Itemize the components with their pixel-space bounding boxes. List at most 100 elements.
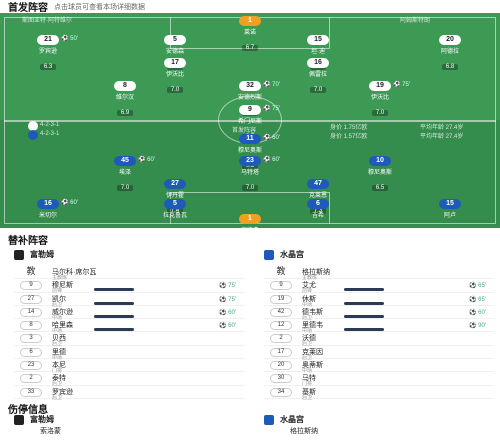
sub-event-icon: ⚽ 60' [263,135,280,141]
player-marker[interactable]: 6吉希6.9 [287,199,349,228]
coach-row[interactable]: 教 格拉斯纳 主教练 [264,266,494,281]
player-name: 佩雷拉 [308,72,327,78]
home-top-right: 阿姆斯特朗 [400,18,431,24]
sub-player-row[interactable]: 17 克莱因 后卫 [264,346,494,361]
rating-bar [94,288,134,292]
sub-player-row[interactable]: 2 泰特 后卫 [14,372,244,387]
sub-position: 后卫 [52,301,63,308]
away-injury-team-name: 水晶宫 [280,415,304,424]
sub-position: 主教练 [302,275,318,281]
player-marker[interactable]: 8 维尔汉 6.9 [94,81,156,119]
sub-event-icon: ⚽ 70' [263,82,280,88]
rating-bar [94,328,134,332]
player-marker[interactable]: 1 莱诺 6.7 [219,16,281,54]
player-number: 16 [307,58,329,68]
sub-name: 德韦斯 [302,308,323,316]
palace-badge-icon [264,249,274,260]
rating-bar [344,288,384,292]
sub-player-row[interactable]: 8 哈里森 中场 ⚽ 60' [14,319,244,334]
sub-player-row[interactable]: 12 里德韦 中场 ⚽ 90' [264,319,494,334]
sub-event-icon: ⚽ 60' [138,157,155,163]
sub-player-row[interactable]: 30 马特 门将 [264,372,494,388]
player-number: 8 [114,81,136,91]
player-marker[interactable]: 19 伊沃比 7.0 ⚽ 75' [349,81,411,119]
subs-title: 替补阵容 [8,236,48,247]
lineup-header: 首发阵容 点击球员可查看本场详细数据 [0,0,500,14]
sub-player-row[interactable]: 27 凯尔 后卫 ⚽ 75' [14,293,244,308]
away-formation: 4-2-3-1 [40,131,60,137]
home-injury-team-name: 富勒姆 [30,415,54,424]
sub-event-icon: ⚽ 60' [61,200,78,206]
sub-number: 17 [270,347,292,357]
away-subs-list: 教 格拉斯纳 主教练 9 艾尤 前锋 ⚽ 65' 19 休斯 中场 ⚽ 65' 42 德韦斯 后卫 ⚽ 60… [264,266,494,401]
away-subs-team: 水晶宫 [264,249,304,260]
coach-row[interactable]: 教 马尔科·席尔瓦 主教练 [14,266,244,281]
pitch: 斯图亚特·阿特维尔 阿姆斯特朗 4-2-3-1 身价 1.75亿欧 平均年龄 2… [0,13,500,228]
sub-position: 前锋 [302,288,313,295]
player-number: 17 [164,58,186,68]
sub-player-row[interactable]: 34 基斯 后卫 [264,386,494,401]
player-marker[interactable]: 47 克莱恩 7.3 [287,179,349,217]
sub-number: 30 [270,374,292,384]
player-marker[interactable]: 11 穆尼奥斯 6.5 ⚽ 60' [219,134,281,172]
home-meta: 平均年龄 27.4岁 [420,125,464,131]
sub-position: 后卫 [302,341,313,348]
sub-position: 后卫 [302,354,313,361]
sub-number: 2 [20,374,42,384]
sub-player-row[interactable]: 42 德韦斯 后卫 ⚽ 60' [264,306,494,321]
sub-player-row[interactable]: 19 休斯 中场 ⚽ 65' [264,293,494,308]
rating-bar [94,301,134,305]
sub-name: 马尔科·席尔瓦 [52,269,97,276]
home-injury-player[interactable]: 索洛蒙 [40,426,61,438]
player-marker[interactable]: 27 伊丹霍 7.4 [144,179,206,217]
sub-player-row[interactable]: 9 艾尤 前锋 ⚽ 65' [264,279,494,295]
sub-name: 罗宾逊 [52,388,73,396]
player-number: 27 [164,179,186,189]
section-subtitle: 点击球员可查看本场详细数据 [54,3,145,11]
sub-player-row[interactable]: 33 罗宾逊 后卫 [14,386,244,401]
sub-number: 6 [20,347,42,357]
sub-number: 33 [20,387,42,397]
player-marker[interactable]: 10 穆尼奥斯 6.5 [349,156,411,194]
sub-minute: ⚽ 60' [219,309,236,316]
sub-position: 中场 [52,314,63,321]
player-marker[interactable]: 45 埃泽 7.0 ⚽ 60' [94,156,156,194]
player-name: 阿卢 [443,213,456,219]
player-marker[interactable]: 17 伊沃比 7.0 [144,58,206,96]
player-number: 10 [369,156,391,166]
sub-player-row[interactable]: 14 威尔逊 中场 ⚽ 60' [14,306,244,321]
player-marker[interactable]: 16米切尔5.6⚽ 60' [17,199,79,228]
player-number: 1 [239,214,261,224]
sub-player-row[interactable]: 2 沃德 后卫 [264,332,494,348]
sub-name: 泰特 [52,375,66,383]
player-name: 莱诺 [243,30,256,36]
sub-player-row[interactable]: 9 穆尼斯 前锋 ⚽ 75' [14,279,244,294]
sub-event-icon: ⚽ 75' [393,82,410,88]
coach-icon: 教 [276,266,286,276]
player-rating: 7.0 [116,185,134,191]
sub-player-row[interactable]: 20 奥蒂斯 中场 [264,359,494,374]
player-marker[interactable]: 21 罗宾逊 6.3 ⚽ 50' [17,35,79,73]
player-rating: 6.9 [116,110,134,116]
sub-player-row[interactable]: 6 里德 中场 [14,346,244,361]
home-team-name: 富勒姆 [30,250,54,259]
player-number: 16 [37,199,59,209]
player-marker[interactable]: 23 马特塔 7.0 ⚽ 60' [219,156,281,194]
sub-number: 20 [270,361,292,371]
player-number: 15 [307,35,329,45]
player-marker[interactable]: 20 阿德拉 6.8 [419,35,481,73]
sub-name: 穆尼斯 [52,282,73,290]
sub-player-row[interactable]: 23 本尼 门将 [14,359,244,374]
player-name: 安德森 [165,49,184,55]
player-marker[interactable]: 15阿卢7.0 [419,199,481,228]
section-title: 首发阵容 [8,3,48,14]
player-marker[interactable]: 16 佩雷拉 7.0 [287,58,349,96]
sub-position: 门将 [302,381,313,388]
player-marker[interactable]: 1亨德森6.9 [219,214,281,228]
sub-name: 本尼 [52,362,66,370]
sub-player-row[interactable]: 3 贝西 后卫 [14,332,244,347]
away-injury-team: 水晶宫 [264,414,304,425]
away-injury-player[interactable]: 格拉斯纳 [290,426,318,438]
sub-name: 里德 [52,348,66,356]
